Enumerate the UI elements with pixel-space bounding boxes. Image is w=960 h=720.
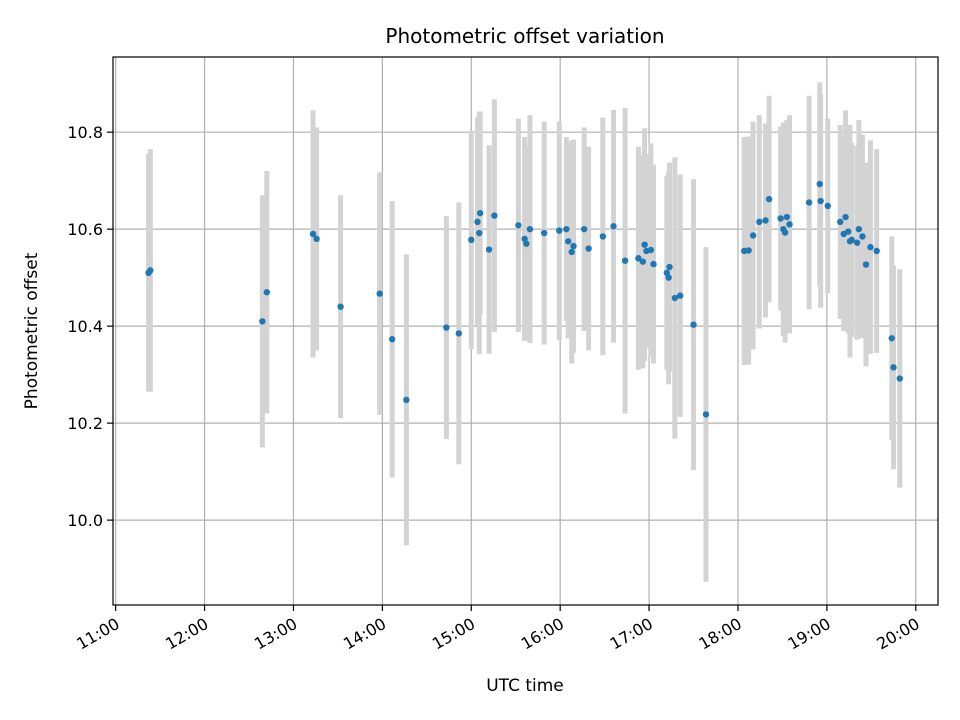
data-point bbox=[474, 218, 481, 226]
data-point bbox=[824, 202, 831, 210]
data-point bbox=[845, 228, 852, 235]
y-axis-ticks: 10.0 10.2 10.4 10.6 10.8 bbox=[67, 123, 113, 530]
data-point bbox=[859, 233, 866, 240]
data-point bbox=[468, 236, 475, 244]
data-point bbox=[867, 243, 874, 251]
data-point bbox=[580, 225, 588, 233]
data-points bbox=[145, 180, 903, 418]
data-point bbox=[521, 235, 528, 243]
data-point bbox=[817, 197, 824, 205]
data-point bbox=[313, 235, 320, 243]
data-point bbox=[523, 240, 530, 247]
data-point bbox=[783, 213, 791, 221]
data-point bbox=[263, 289, 270, 296]
data-point bbox=[896, 375, 903, 382]
plot-frame bbox=[112, 56, 939, 606]
data-point bbox=[337, 303, 344, 310]
data-point bbox=[485, 246, 493, 253]
data-point bbox=[491, 212, 498, 219]
data-point bbox=[610, 223, 617, 230]
data-point bbox=[556, 227, 563, 234]
y-tick-label: 10.2 bbox=[67, 414, 103, 433]
data-point bbox=[376, 290, 383, 297]
data-point bbox=[526, 225, 534, 233]
data-point bbox=[848, 236, 855, 244]
data-point bbox=[455, 330, 463, 337]
data-point bbox=[837, 218, 844, 226]
data-point bbox=[816, 180, 823, 188]
y-tick-label: 10.6 bbox=[67, 220, 103, 239]
data-point bbox=[777, 215, 784, 222]
data-point bbox=[855, 225, 863, 233]
data-point bbox=[749, 232, 757, 239]
data-point bbox=[476, 229, 483, 237]
y-tick-label: 10.8 bbox=[67, 123, 103, 142]
data-point bbox=[756, 218, 763, 226]
data-point bbox=[873, 247, 880, 255]
data-point bbox=[663, 269, 671, 277]
data-point bbox=[842, 213, 849, 221]
data-point bbox=[639, 258, 647, 265]
data-point bbox=[888, 335, 895, 342]
data-point bbox=[388, 336, 396, 343]
data-point bbox=[666, 263, 673, 271]
data-point bbox=[563, 225, 570, 233]
data-point bbox=[853, 239, 861, 246]
data-point bbox=[650, 260, 657, 268]
data-point bbox=[805, 199, 813, 206]
data-point bbox=[540, 229, 548, 237]
y-tick-label: 10.0 bbox=[67, 511, 103, 530]
data-point bbox=[786, 221, 793, 228]
y-tick-label: 10.4 bbox=[67, 317, 103, 336]
data-point bbox=[585, 245, 592, 252]
data-point bbox=[476, 209, 484, 217]
data-point bbox=[702, 411, 710, 418]
data-point bbox=[309, 230, 317, 238]
data-point bbox=[564, 238, 572, 245]
data-point bbox=[515, 222, 522, 229]
data-point bbox=[745, 247, 752, 254]
data-point bbox=[403, 396, 410, 404]
data-point bbox=[781, 229, 789, 236]
chart-title: Photometric offset variation bbox=[385, 24, 664, 48]
data-point bbox=[641, 241, 648, 248]
y-axis-title: Photometric offset bbox=[22, 252, 42, 409]
x-axis-title: UTC time bbox=[486, 676, 564, 696]
data-point bbox=[443, 324, 450, 331]
data-point bbox=[676, 292, 684, 299]
data-point bbox=[259, 318, 266, 325]
data-point bbox=[671, 294, 679, 302]
data-point bbox=[862, 261, 870, 268]
data-point bbox=[570, 242, 577, 250]
data-point bbox=[635, 255, 642, 262]
data-point bbox=[568, 248, 575, 256]
data-point bbox=[147, 267, 154, 274]
data-point bbox=[599, 233, 607, 240]
data-point bbox=[762, 217, 769, 224]
data-point bbox=[665, 274, 672, 281]
data-point bbox=[765, 195, 773, 203]
data-point bbox=[890, 364, 897, 371]
data-point bbox=[690, 321, 697, 328]
data-point bbox=[621, 257, 629, 264]
data-point bbox=[647, 246, 655, 254]
